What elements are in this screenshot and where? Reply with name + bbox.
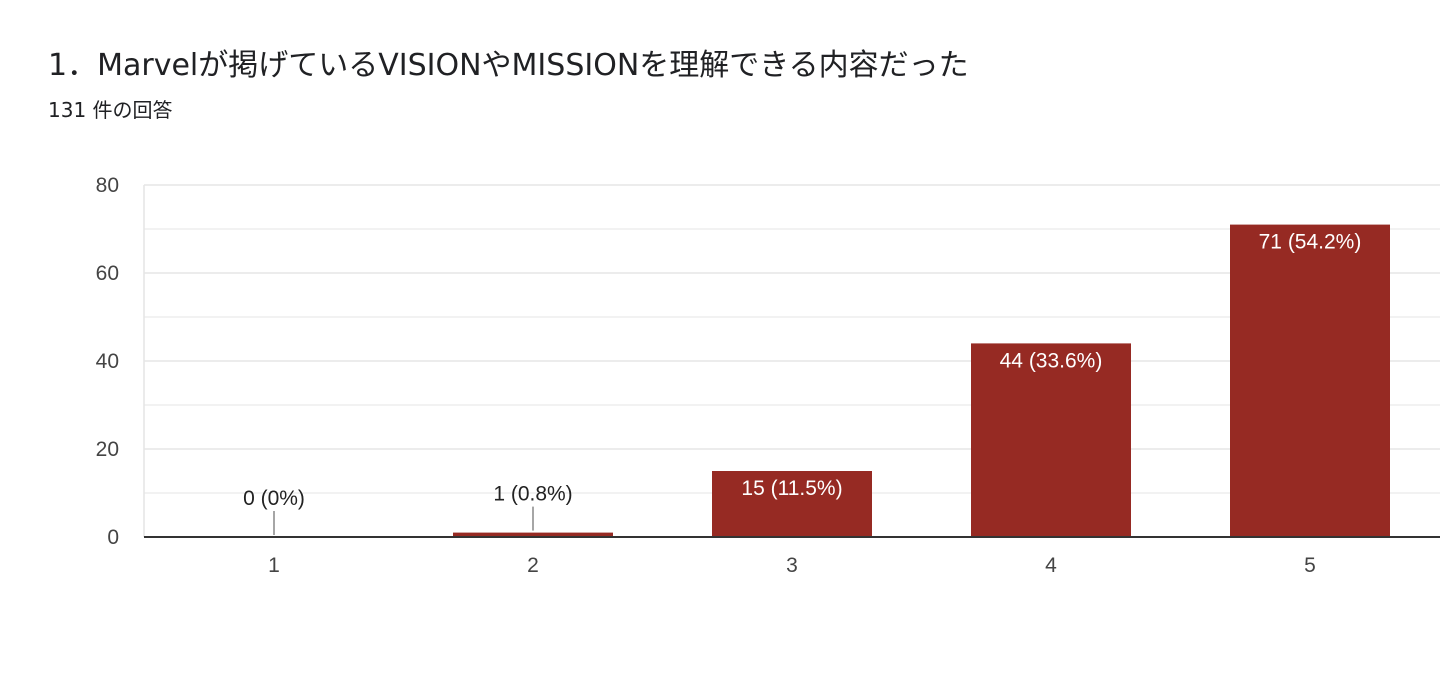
data-labels: 0 (0%) 1 (0.8%) 15 (11.5%) 44 (33.6%) 71 (54…	[243, 231, 1361, 535]
bar-3	[712, 471, 872, 537]
bar-4	[971, 343, 1131, 537]
y-tick-label: 0	[107, 526, 119, 549]
grid-lines	[143, 184, 1440, 537]
data-label: 15 (11.5%)	[741, 477, 842, 500]
data-label: 71 (54.2%)	[1259, 231, 1362, 254]
y-tick-label: 20	[96, 438, 119, 461]
question-title: 1．Marvelが掲げているVISIONやMISSIONを理解できる内容だった	[48, 48, 969, 83]
bar-2	[453, 532, 613, 537]
data-label: 0 (0%)	[243, 487, 305, 510]
x-tick-label: 4	[1045, 554, 1057, 577]
data-label: 1 (0.8%)	[493, 483, 572, 506]
x-tick-label: 2	[527, 554, 539, 577]
x-axis-tick-labels: 1 2 3 4 5	[268, 554, 1316, 577]
bars	[453, 224, 1390, 537]
data-label: 44 (33.6%)	[1000, 349, 1103, 372]
response-count: 131 件の回答	[48, 98, 173, 122]
x-tick-label: 3	[786, 554, 798, 577]
y-tick-label: 40	[96, 350, 119, 373]
bar-5	[1230, 224, 1390, 537]
y-tick-label: 60	[96, 262, 119, 285]
x-tick-label: 5	[1304, 554, 1316, 577]
y-axis-tick-labels: 0 20 40 60 80	[96, 174, 119, 549]
x-tick-label: 1	[268, 554, 280, 577]
y-tick-label: 80	[96, 174, 119, 197]
